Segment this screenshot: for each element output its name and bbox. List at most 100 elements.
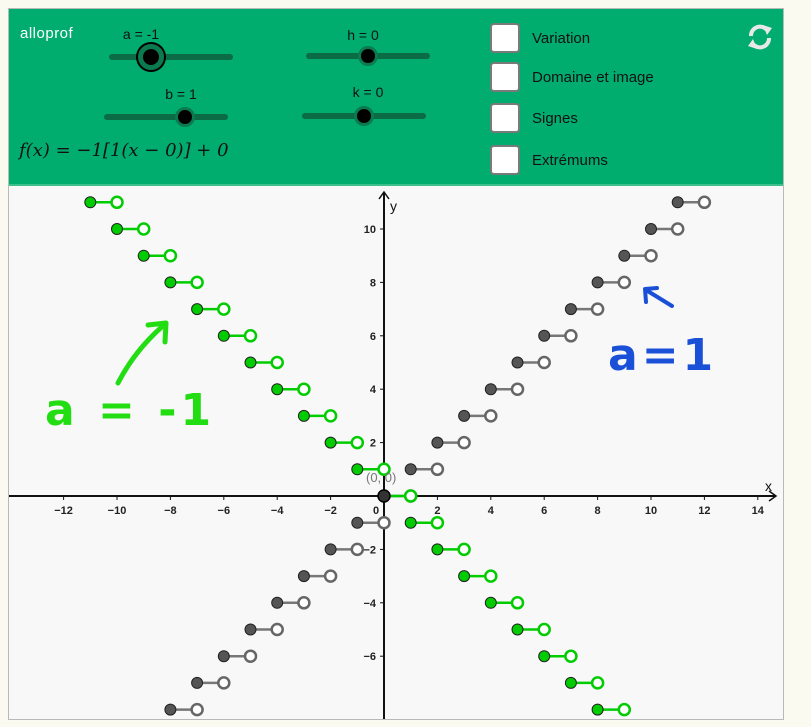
open-endpoint	[243, 649, 258, 663]
open-endpoint	[537, 622, 551, 637]
slider-h-label: h = 0	[347, 27, 379, 43]
open-endpoint	[297, 596, 311, 610]
checkbox-box[interactable]	[490, 145, 520, 175]
closed-endpoint	[484, 383, 497, 396]
geogebra-applet: alloprof a = -1 b = 1 h = 0 k = 0 f(x) =…	[8, 8, 784, 720]
x-tick-label: −8	[164, 505, 177, 517]
checkbox-signes[interactable]: Signes	[490, 103, 578, 133]
checkbox-label: Variation	[532, 29, 591, 47]
checkbox-label: Signes	[532, 109, 578, 127]
open-endpoint	[697, 195, 712, 210]
open-endpoint	[430, 515, 445, 530]
closed-endpoint	[244, 356, 257, 369]
slider-k[interactable]	[302, 106, 426, 126]
checkbox-label: Extrémums	[532, 151, 608, 169]
checkbox-variation[interactable]: Variation	[490, 23, 590, 53]
graph-view[interactable]: x y −12 −10 −8 −6 −4 −2 0 2 4 6 8 10 12 14 −6 −4 −2 2 4 6 8 10 (…	[9, 186, 783, 719]
closed-endpoint	[217, 329, 230, 342]
y-axis-arrow-icon	[378, 190, 390, 200]
x-tick-label: 14	[752, 505, 765, 517]
open-endpoint	[590, 302, 605, 316]
y-tick-label: 2	[370, 438, 376, 450]
closed-endpoint	[404, 463, 417, 476]
annotation-a-minus-1: a = -1	[45, 385, 216, 436]
y-tick-label: 4	[370, 384, 377, 396]
slider-b[interactable]	[104, 107, 228, 127]
open-endpoint	[350, 435, 365, 450]
open-endpoint	[484, 569, 498, 583]
green-arrow-icon	[115, 320, 169, 386]
refresh-icon[interactable]	[745, 22, 775, 52]
open-endpoint	[644, 248, 658, 263]
y-tick-label: 10	[364, 224, 376, 236]
y-axis-label: y	[390, 198, 397, 214]
x-axis-label: x	[765, 478, 772, 494]
function-formula: f(x) = −1[1(x − 0)] + 0	[19, 140, 229, 161]
origin-point	[377, 489, 391, 503]
open-endpoint	[110, 195, 124, 210]
series-g	[164, 195, 712, 717]
closed-endpoint	[191, 676, 204, 689]
open-endpoint	[350, 542, 365, 557]
slider-h-handle[interactable]	[358, 46, 378, 66]
open-endpoint	[270, 355, 284, 370]
open-endpoint	[377, 515, 391, 530]
open-endpoint	[457, 542, 471, 557]
checkbox-domaine-image[interactable]: Domaine et image	[490, 62, 654, 92]
open-endpoint	[564, 329, 578, 343]
closed-endpoint	[324, 543, 337, 556]
open-endpoint	[457, 435, 471, 450]
closed-endpoint	[324, 436, 337, 449]
closed-endpoint	[511, 623, 524, 636]
closed-endpoint	[645, 223, 657, 235]
closed-endpoint	[404, 516, 417, 529]
closed-endpoint	[538, 650, 551, 663]
closed-endpoint	[137, 249, 150, 262]
checkbox-box[interactable]	[490, 62, 520, 92]
annotation-a-1: a=1	[608, 330, 718, 381]
closed-endpoint	[458, 409, 471, 422]
x-axis-arrow-icon	[768, 490, 778, 502]
closed-endpoint	[297, 570, 310, 583]
closed-endpoint	[511, 356, 524, 369]
closed-endpoint	[564, 303, 577, 316]
x-tick-label: 12	[698, 505, 710, 517]
slider-a[interactable]	[109, 44, 233, 70]
open-endpoint	[270, 622, 284, 637]
open-endpoint	[510, 382, 525, 396]
slider-k-handle[interactable]	[354, 106, 374, 126]
slider-b-label: b = 1	[165, 86, 197, 102]
checkbox-label: Domaine et image	[532, 68, 654, 86]
open-endpoint	[403, 489, 418, 503]
x-tick-label: −10	[108, 505, 127, 517]
slider-a-handle[interactable]	[138, 44, 165, 70]
x-tick-label: −12	[54, 505, 73, 517]
closed-endpoint	[244, 623, 257, 636]
checkbox-box[interactable]	[490, 23, 520, 53]
open-endpoint	[243, 329, 258, 343]
closed-endpoint	[351, 516, 364, 529]
open-endpoint	[190, 702, 204, 717]
open-endpoint	[590, 676, 605, 690]
open-endpoint	[217, 302, 231, 316]
closed-endpoint	[351, 463, 364, 476]
closed-endpoint	[484, 596, 497, 609]
closed-endpoint	[84, 196, 97, 209]
checkbox-box[interactable]	[490, 103, 520, 133]
x-tick-label: −6	[218, 505, 231, 517]
closed-endpoint	[618, 249, 631, 262]
origin-label: (0, 0)	[366, 470, 396, 485]
series-f	[84, 195, 632, 717]
slider-a-label: a = -1	[122, 26, 160, 42]
open-endpoint	[323, 569, 338, 583]
slider-b-handle[interactable]	[174, 107, 195, 127]
y-tick-label: 6	[370, 331, 376, 343]
y-tick-label: −4	[363, 598, 376, 610]
checkbox-extremums[interactable]: Extrémums	[490, 145, 608, 175]
open-endpoint	[430, 462, 445, 477]
y-tick-label: −6	[363, 651, 376, 663]
slider-h[interactable]	[306, 46, 430, 66]
open-endpoint	[297, 382, 311, 396]
open-endpoint	[484, 409, 498, 423]
open-endpoint	[217, 676, 231, 690]
